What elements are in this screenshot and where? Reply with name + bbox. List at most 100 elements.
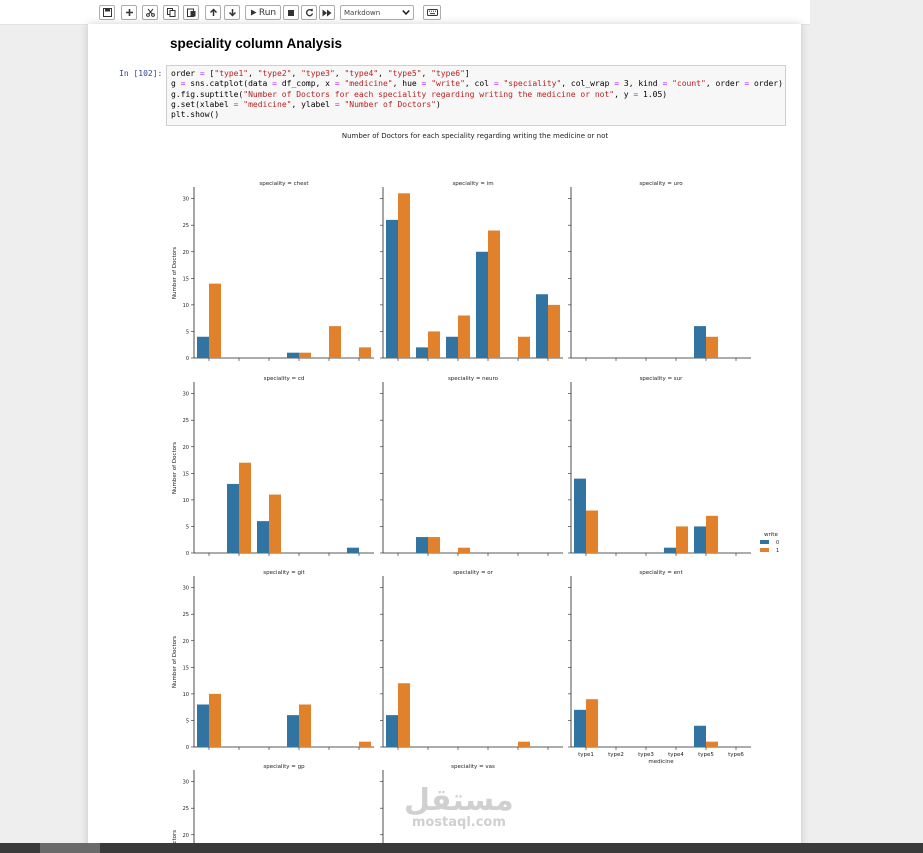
input-prompt: In [102]: bbox=[119, 69, 163, 78]
facet-title-ent: speciality = ent bbox=[639, 570, 683, 576]
xtick-label-ent-type1: type1 bbox=[578, 752, 594, 758]
ytick-label-git-5: 5 bbox=[186, 718, 189, 724]
xlabel-ent: medicine bbox=[648, 759, 674, 765]
bar-sur-type1-write0 bbox=[574, 478, 586, 553]
ytick-label-chest-0: 0 bbox=[186, 356, 189, 362]
paste-button[interactable] bbox=[183, 5, 199, 20]
facet-title-sur: speciality = sur bbox=[640, 376, 684, 382]
interrupt-button[interactable] bbox=[283, 5, 299, 20]
bar-cd-type3-write1 bbox=[269, 494, 281, 553]
xtick-label-ent-type2: type2 bbox=[608, 752, 624, 758]
bar-or-type1-write1 bbox=[398, 683, 410, 747]
facet-title-gp: speciality = gp bbox=[263, 764, 305, 770]
bar-ent-type1-write1 bbox=[586, 699, 598, 747]
bar-sur-type5-write0 bbox=[694, 526, 706, 553]
bar-im-type2-write0 bbox=[416, 347, 428, 358]
arrow-up-icon bbox=[209, 8, 217, 16]
bar-git-type4-write1 bbox=[299, 704, 311, 747]
code-line-5: plt.show() bbox=[171, 110, 220, 120]
keyboard-icon bbox=[426, 9, 438, 16]
markdown-heading: speciality column Analysis bbox=[170, 36, 343, 51]
paste-icon bbox=[186, 8, 195, 17]
facet-title-git: speciality = git bbox=[263, 570, 305, 576]
cut-button[interactable] bbox=[142, 5, 158, 20]
facet-title-cd: speciality = cd bbox=[264, 376, 305, 382]
bar-chest-type1-write0 bbox=[197, 336, 209, 358]
ylabel-gp: Number of Doctors bbox=[172, 830, 178, 843]
bar-im-type1-write0 bbox=[386, 219, 398, 358]
xtick-label-ent-type3: type3 bbox=[638, 752, 654, 758]
bar-cd-type2-write0 bbox=[227, 483, 239, 553]
command-palette-button[interactable] bbox=[423, 5, 441, 20]
facet-title-neuro: speciality = neuro bbox=[448, 376, 499, 382]
xtick-label-ent-type4: type4 bbox=[668, 752, 684, 758]
bar-chest-type4-write0 bbox=[287, 352, 299, 358]
save-button[interactable] bbox=[99, 5, 115, 20]
bar-git-type4-write0 bbox=[287, 715, 299, 747]
ytick-label-chest-25: 25 bbox=[183, 223, 189, 229]
code-editor[interactable]: order = ["type1", "type2", "type3", "typ… bbox=[166, 65, 786, 126]
bar-sur-type4-write1 bbox=[676, 526, 688, 553]
ytick-label-git-30: 30 bbox=[183, 586, 189, 592]
bar-chest-type6-write1 bbox=[359, 347, 371, 358]
ytick-label-cd-5: 5 bbox=[186, 524, 189, 530]
bar-im-type2-write1 bbox=[428, 331, 440, 358]
figure-suptitle: Number of Doctors for each speciality re… bbox=[342, 132, 609, 140]
bar-im-type1-write1 bbox=[398, 193, 410, 358]
facet-title-im: speciality = im bbox=[452, 181, 493, 187]
bar-im-type3-write1 bbox=[458, 315, 470, 358]
bar-git-type1-write0 bbox=[197, 704, 209, 747]
ytick-label-chest-30: 30 bbox=[183, 197, 189, 203]
horizontal-scrollbar[interactable] bbox=[0, 843, 923, 853]
bar-neuro-type2-write1 bbox=[428, 537, 440, 553]
bar-ent-type5-write0 bbox=[694, 725, 706, 747]
copy-button[interactable] bbox=[163, 5, 179, 20]
watermark-latin: mostaql.com bbox=[411, 815, 506, 830]
bar-cd-type6-write0 bbox=[347, 547, 359, 553]
ytick-label-gp-30: 30 bbox=[183, 780, 189, 786]
restart-run-all-button[interactable] bbox=[319, 5, 335, 20]
plus-icon bbox=[125, 9, 133, 16]
bar-git-type1-write1 bbox=[209, 693, 221, 747]
ytick-label-git-25: 25 bbox=[183, 612, 189, 618]
ytick-label-cd-30: 30 bbox=[183, 392, 189, 398]
ytick-label-gp-25: 25 bbox=[183, 806, 189, 812]
ytick-label-cd-15: 15 bbox=[183, 471, 189, 477]
facet-title-uro: speciality = uro bbox=[639, 181, 683, 187]
restart-kernel-button[interactable] bbox=[301, 5, 317, 20]
scrollbar-thumb[interactable] bbox=[40, 843, 100, 853]
move-down-button[interactable] bbox=[224, 5, 240, 20]
watermark: مستقل mostaql.com bbox=[404, 786, 514, 830]
ytick-label-git-0: 0 bbox=[186, 745, 189, 751]
restart-icon bbox=[305, 8, 313, 17]
bar-im-type5-write1 bbox=[518, 336, 530, 358]
ytick-label-chest-5: 5 bbox=[186, 329, 189, 335]
ylabel-cd: Number of Doctors bbox=[172, 442, 178, 494]
ytick-label-cd-10: 10 bbox=[183, 498, 189, 504]
bar-or-type5-write1 bbox=[518, 741, 530, 747]
facet-title-or: speciality = or bbox=[453, 570, 494, 576]
move-up-button[interactable] bbox=[205, 5, 221, 20]
insert-cell-button[interactable] bbox=[121, 5, 137, 20]
notebook-toolbar: Run Markdown bbox=[0, 0, 810, 25]
ytick-label-chest-15: 15 bbox=[183, 276, 189, 282]
ytick-label-git-10: 10 bbox=[183, 692, 189, 698]
xtick-label-ent-type5: type5 bbox=[698, 752, 714, 758]
ytick-label-git-20: 20 bbox=[183, 639, 189, 645]
bar-im-type6-write0 bbox=[536, 294, 548, 358]
cell-type-select[interactable]: Markdown bbox=[340, 5, 414, 20]
run-button[interactable]: Run bbox=[245, 5, 281, 20]
stop-icon bbox=[288, 9, 294, 16]
ytick-label-cd-25: 25 bbox=[183, 418, 189, 424]
legend-label-1: 1 bbox=[776, 548, 779, 554]
bar-neuro-type3-write1 bbox=[458, 547, 470, 553]
save-icon bbox=[102, 8, 112, 17]
arrow-down-icon bbox=[228, 9, 236, 17]
bar-cd-type2-write1 bbox=[239, 462, 251, 553]
facet-title-chest: speciality = chest bbox=[259, 181, 309, 187]
fast-forward-icon bbox=[322, 9, 332, 16]
run-label: Run bbox=[258, 7, 277, 18]
ylabel-git: Number of Doctors bbox=[172, 636, 178, 688]
bar-chest-type1-write1 bbox=[209, 283, 221, 358]
facet-title-vas: speciality = vas bbox=[451, 764, 495, 770]
